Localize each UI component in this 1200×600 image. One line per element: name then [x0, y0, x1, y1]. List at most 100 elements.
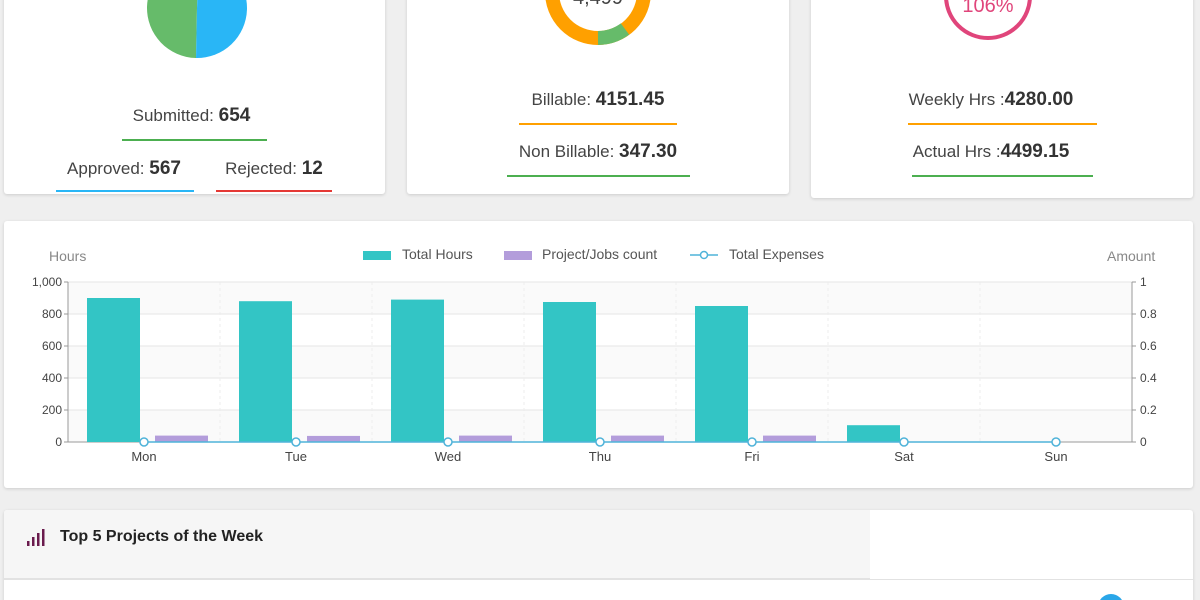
right-tick-label: 0.6: [1140, 339, 1157, 353]
bar-jobs-count-wed[interactable]: [459, 435, 512, 442]
approved-value: 567: [149, 158, 181, 179]
legend-marker-expenses[interactable]: [699, 250, 709, 260]
bar-jobs-count-tue[interactable]: [307, 435, 360, 442]
chart-grid: [67, 281, 1133, 443]
weekly-hours-value: 4280.00: [1004, 89, 1074, 110]
left-tick-label: 0: [55, 435, 62, 449]
bar-chart-icon: [27, 529, 45, 546]
bar-total-hours-wed[interactable]: [391, 299, 444, 442]
approved-stat: Approved: 567: [54, 158, 194, 180]
expense-point-sun[interactable]: [1051, 437, 1061, 447]
x-tick-label-tue: Tue: [285, 449, 307, 464]
right-tick-label: 0.8: [1140, 307, 1157, 321]
rejected-label: Rejected:: [225, 159, 302, 178]
bar-total-hours-mon[interactable]: [87, 298, 140, 442]
weekly-hours-chart-card: Total Hours Project/Jobs count Total Exp…: [4, 221, 1193, 488]
pie-slice-submitted[interactable]: [196, 0, 247, 58]
x-tick-label-thu: Thu: [589, 449, 611, 464]
bar-total-hours-thu[interactable]: [543, 302, 596, 442]
left-tick-label: 600: [42, 339, 62, 353]
expense-point-thu[interactable]: [595, 437, 605, 447]
left-tick-label: 1,000: [32, 275, 62, 289]
x-tick-label-sun: Sun: [1044, 449, 1067, 464]
x-tick-label-sat: Sat: [894, 449, 914, 464]
weekly-hours-stat: Weekly Hrs :4280.00: [811, 89, 1193, 111]
actual-hours-stat: Actual Hrs :4499.15: [811, 141, 1193, 163]
left-tick-label: 800: [42, 307, 62, 321]
bar-jobs-count-thu[interactable]: [611, 435, 664, 442]
submitted-value: 654: [218, 105, 251, 126]
donut-non-billable-arc[interactable]: [597, 23, 630, 45]
right-tick-label: 1: [1140, 275, 1147, 289]
approval-pie-chart: [147, 0, 247, 58]
bar-jobs-count-fri[interactable]: [763, 435, 816, 442]
legend-total-expenses[interactable]: Total Expenses: [729, 246, 824, 262]
non-billable-value: 347.30: [619, 141, 678, 162]
submitted-label: Submitted:: [132, 106, 219, 125]
x-tick-label-mon: Mon: [131, 449, 156, 464]
left-tick-label: 400: [42, 371, 62, 385]
rejected-underline: [216, 190, 332, 192]
billing-donut-chart: 4,499: [545, 0, 651, 45]
submitted-stat: Submitted: 654: [4, 105, 385, 127]
right-tick-label: 0.2: [1140, 403, 1157, 417]
left-tick-label: 200: [42, 403, 62, 417]
bar-total-hours-sat[interactable]: [847, 425, 900, 442]
right-axis-title: Amount: [1107, 248, 1155, 264]
billing-card: 4,499 Billable: 4151.45 Non Billable: 34…: [407, 0, 789, 194]
top-projects-header: Top 5 Projects of the Week: [4, 510, 870, 579]
utilization-ring-chart: 106%: [944, 0, 1032, 40]
billable-stat: Billable: 4151.45: [407, 89, 789, 111]
weekly-hours-underline: [908, 123, 1097, 125]
weekly-hours-label: Weekly Hrs :: [908, 90, 1005, 109]
right-tick-label: 0.4: [1140, 371, 1157, 385]
billable-label: Billable:: [531, 90, 596, 109]
expense-point-tue[interactable]: [291, 437, 301, 447]
legend-total-hours[interactable]: Total Hours: [402, 246, 473, 262]
non-billable-label: Non Billable:: [518, 142, 620, 161]
top-projects-divider: [4, 579, 1193, 580]
top-projects-title: Top 5 Projects of the Week: [60, 528, 264, 545]
chart-bars: [87, 298, 900, 442]
non-billable-stat: Non Billable: 347.30: [407, 141, 789, 163]
submitted-underline: [122, 139, 267, 141]
expense-point-fri[interactable]: [747, 437, 757, 447]
hours-utilization-card: 106% Weekly Hrs :4280.00 Actual Hrs :449…: [811, 0, 1193, 198]
approved-label: Approved:: [67, 159, 150, 178]
billing-total: 4,499: [573, 0, 623, 9]
bar-total-hours-fri[interactable]: [695, 306, 748, 442]
bar-total-hours-tue[interactable]: [239, 301, 292, 442]
right-tick-label: 0: [1140, 435, 1147, 449]
approved-underline: [56, 190, 194, 192]
pie-slice-approved[interactable]: [147, 0, 199, 58]
utilization-percent: 106%: [962, 0, 1013, 17]
utilization-ring: [944, 0, 1032, 40]
legend-jobs-count[interactable]: Project/Jobs count: [542, 246, 657, 262]
grid-band: [68, 282, 1132, 314]
chart-expense-line: [139, 437, 1061, 447]
grid-band: [68, 410, 1132, 442]
expense-point-sat[interactable]: [899, 437, 909, 447]
rejected-value: 12: [301, 158, 323, 179]
rejected-stat: Rejected: 12: [216, 158, 332, 180]
billable-value: 4151.45: [595, 89, 665, 110]
actual-hours-underline: [912, 175, 1093, 177]
x-tick-label-fri: Fri: [744, 449, 759, 464]
expense-point-mon[interactable]: [139, 437, 149, 447]
actual-hours-value: 4499.15: [1000, 141, 1070, 162]
legend-swatch-jobs-count[interactable]: [504, 251, 532, 260]
left-axis-title: Hours: [49, 248, 86, 264]
chart-ticks: 0 200 400 600 800 1,000 0 0.2 0.4 0.6 0.8 1 Mon Tue We…: [32, 275, 1157, 464]
bar-jobs-count-mon[interactable]: [155, 435, 208, 442]
x-tick-label-wed: Wed: [435, 449, 462, 464]
legend-swatch-total-hours[interactable]: [363, 251, 391, 260]
grid-band: [68, 346, 1132, 378]
scroll-to-top-button[interactable]: [1098, 594, 1124, 600]
non-billable-underline: [507, 175, 690, 177]
weekly-bar-chart: Total Hours Project/Jobs count Total Exp…: [32, 246, 1157, 464]
top-projects-card: Top 5 Projects of the Week: [4, 510, 1193, 600]
approval-status-card: Submitted: 654 Approved: 567 Rejected: 1…: [4, 0, 385, 194]
actual-hours-label: Actual Hrs :: [912, 142, 1001, 161]
billable-underline: [519, 123, 677, 125]
expense-point-wed[interactable]: [443, 437, 453, 447]
